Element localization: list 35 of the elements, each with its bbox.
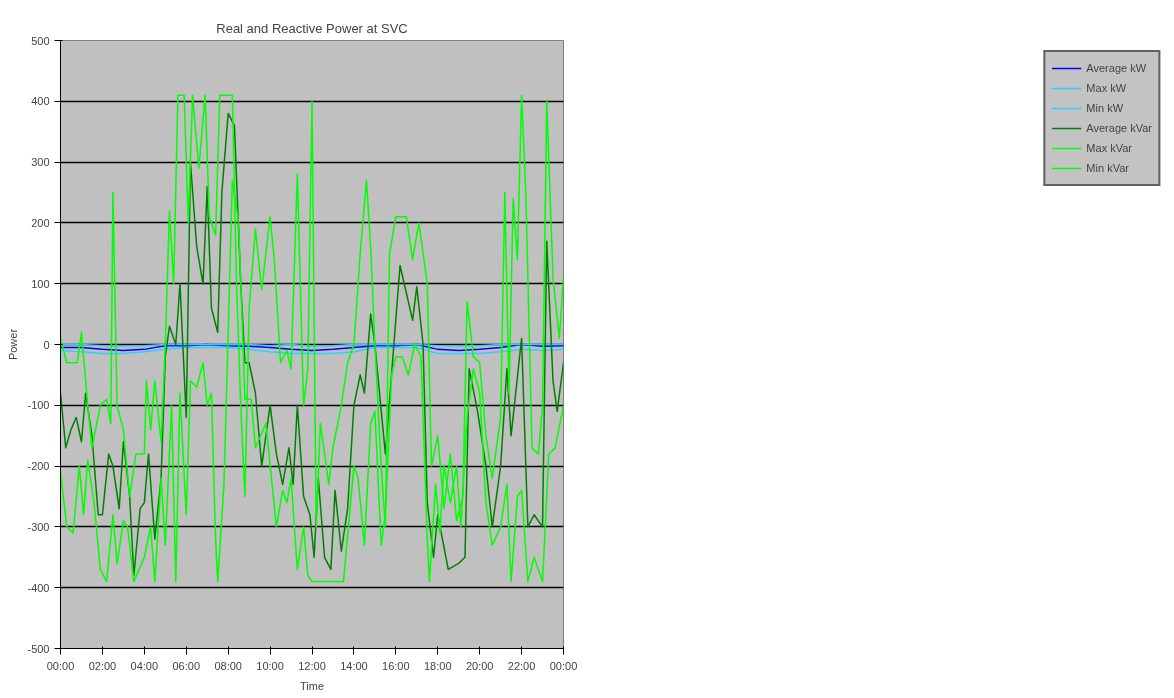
y-tick-label: 100 <box>31 277 50 290</box>
x-axis-title: Time <box>299 679 325 692</box>
x-tick-label: 16:00 <box>382 659 410 672</box>
x-tick-label: 12:00 <box>298 659 326 672</box>
y-tick-label: -100 <box>27 399 50 412</box>
x-tick-label: 02:00 <box>88 659 117 672</box>
y-tick-label: 300 <box>31 156 50 169</box>
legend-label: Average kVar <box>1086 122 1152 134</box>
y-axis-title: Power <box>7 328 20 361</box>
x-tick-label: 20:00 <box>465 659 494 672</box>
x-tick-label: 14:00 <box>340 659 368 672</box>
x-tick-label: 18:00 <box>423 659 452 672</box>
y-tick-label: -400 <box>27 581 50 594</box>
line-series <box>60 346 564 355</box>
y-tick-label: -300 <box>27 520 50 533</box>
y-tick-label: 500 <box>31 34 50 47</box>
legend-label: Max kVar <box>1086 142 1132 154</box>
x-tick-label: 04:00 <box>130 659 159 672</box>
x-tick-label: 08:00 <box>214 659 242 672</box>
legend-label: Min kW <box>1086 102 1124 114</box>
legend-label: Average kW <box>1086 62 1147 74</box>
y-tick-label: -200 <box>27 460 50 473</box>
legend-label: Min kVar <box>1086 162 1129 174</box>
y-tick-label: 200 <box>31 216 50 229</box>
y-tick-label: 0 <box>43 338 50 351</box>
x-tick-label: 22:00 <box>507 659 536 672</box>
legend-label: Max kW <box>1086 82 1127 94</box>
y-tick-label: 400 <box>31 95 50 108</box>
x-tick-label: 00:00 <box>549 659 578 672</box>
y-tick-label: -500 <box>27 642 50 655</box>
x-tick-label: 06:00 <box>172 659 201 672</box>
chart-title: Real and Reactive Power at SVC <box>216 20 408 36</box>
x-tick-label: 00:00 <box>46 659 75 672</box>
x-tick-label: 10:00 <box>256 659 284 672</box>
line-series <box>60 343 564 352</box>
